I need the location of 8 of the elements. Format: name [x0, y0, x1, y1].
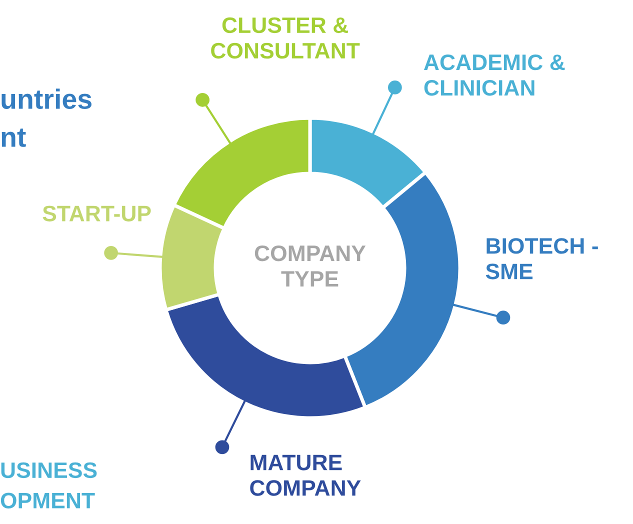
- slice-label: CLUSTER & CONSULTANT: [211, 17, 360, 59]
- text: COMPANY TYPE: [254, 245, 366, 287]
- slice-label: START-UP: [42, 206, 151, 222]
- text: untries nt: [2, 88, 92, 147]
- slice-label: MATURE COMPANY: [250, 454, 361, 496]
- text: USINESS OPMENT: [0, 462, 97, 508]
- slice-label: BIOTECH - SME: [486, 238, 598, 280]
- legend-label: ACADEMIC & CLINICIAN: [424, 54, 565, 96]
